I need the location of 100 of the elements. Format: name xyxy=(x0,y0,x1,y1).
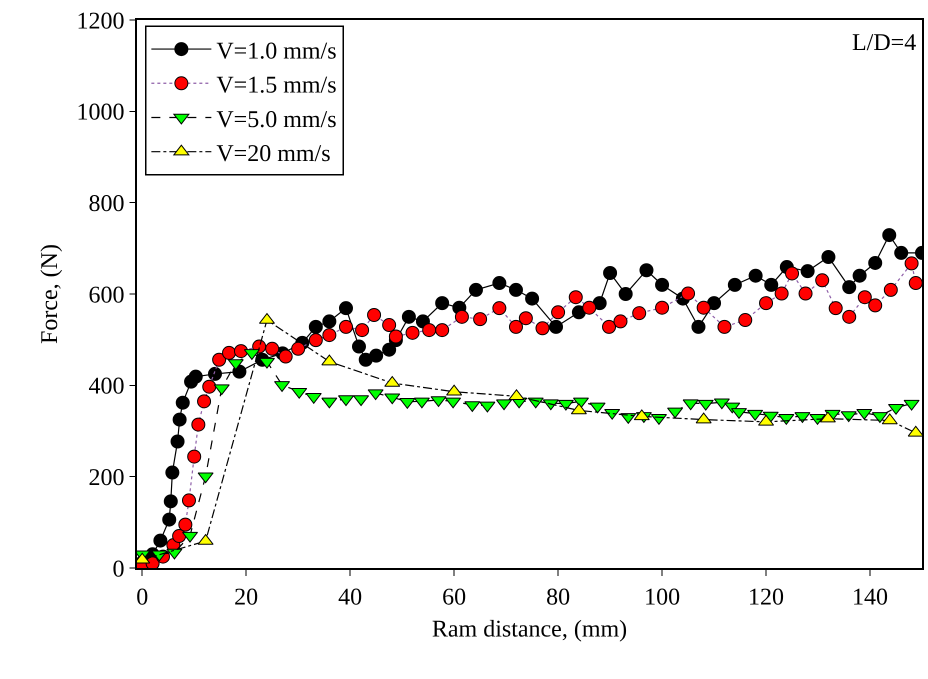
point xyxy=(182,493,196,508)
point xyxy=(234,344,248,358)
point xyxy=(473,312,488,326)
point xyxy=(618,287,633,301)
point xyxy=(454,310,469,324)
point xyxy=(882,228,896,242)
point xyxy=(728,278,742,292)
x-tick-label: 60 xyxy=(442,584,466,611)
point xyxy=(842,310,856,324)
y-tick-label: 1200 xyxy=(76,8,124,34)
point xyxy=(191,418,206,432)
point xyxy=(549,320,564,334)
x-tick-label: 140 xyxy=(852,584,888,611)
point xyxy=(759,296,774,310)
point xyxy=(691,320,706,334)
y-tick-label: 600 xyxy=(88,282,124,308)
point xyxy=(518,311,533,326)
point xyxy=(178,518,192,532)
point xyxy=(355,323,370,338)
point xyxy=(764,278,778,292)
point xyxy=(738,313,752,328)
point xyxy=(202,380,216,394)
point xyxy=(884,282,898,297)
legend-label: V=5.0 mm/s xyxy=(216,106,337,133)
point xyxy=(278,350,293,364)
annotation: L/D=4 xyxy=(852,30,916,56)
point xyxy=(322,328,336,342)
point xyxy=(603,266,618,280)
point xyxy=(592,296,607,310)
point xyxy=(508,282,523,297)
point xyxy=(308,320,323,334)
point xyxy=(815,273,830,288)
point xyxy=(800,264,815,278)
point xyxy=(681,286,696,301)
point xyxy=(904,256,919,270)
point xyxy=(322,314,336,328)
point xyxy=(369,348,384,363)
point xyxy=(435,323,450,338)
point xyxy=(176,396,190,410)
point xyxy=(655,278,670,292)
point xyxy=(582,300,596,315)
point xyxy=(435,296,450,310)
point xyxy=(602,320,616,334)
point xyxy=(388,329,403,344)
point xyxy=(842,280,856,294)
x-tick-label: 100 xyxy=(644,584,680,611)
point xyxy=(568,290,583,304)
point xyxy=(492,301,506,316)
y-axis-title: Force, (N) xyxy=(37,244,64,344)
point xyxy=(162,512,176,527)
point xyxy=(212,352,226,367)
y-tick-label: 800 xyxy=(88,191,124,218)
point xyxy=(382,318,396,332)
x-tick-label: 0 xyxy=(136,584,148,611)
point xyxy=(291,342,306,356)
point xyxy=(358,352,373,367)
point xyxy=(655,300,670,315)
point xyxy=(165,466,180,480)
point xyxy=(468,282,483,297)
point xyxy=(338,301,353,316)
point xyxy=(265,342,280,356)
point xyxy=(908,276,922,290)
y-tick-label: 1000 xyxy=(76,100,124,126)
point xyxy=(208,366,222,381)
point xyxy=(508,320,523,334)
point xyxy=(572,305,586,320)
legend-label: V=1.0 mm/s xyxy=(216,38,337,64)
point xyxy=(172,529,186,544)
point xyxy=(821,250,836,264)
point xyxy=(382,342,396,357)
point xyxy=(852,268,867,283)
point xyxy=(492,276,506,290)
point xyxy=(551,305,566,320)
point xyxy=(222,346,236,360)
point xyxy=(858,290,872,304)
point xyxy=(774,286,789,301)
point xyxy=(785,266,800,280)
point xyxy=(188,370,203,384)
y-tick-label: 0 xyxy=(112,556,124,582)
point xyxy=(422,323,436,338)
x-tick-label: 80 xyxy=(546,584,570,611)
y-tick-label: 200 xyxy=(88,465,124,492)
point xyxy=(868,298,882,312)
point xyxy=(352,340,366,354)
point xyxy=(707,296,722,310)
point xyxy=(338,320,353,334)
point xyxy=(632,306,646,320)
x-tick-label: 120 xyxy=(748,584,784,611)
point xyxy=(525,292,540,306)
point xyxy=(402,310,416,324)
point xyxy=(308,333,323,348)
point xyxy=(613,314,628,328)
point xyxy=(170,434,185,448)
point xyxy=(717,320,732,334)
legend-label: V=1.5 mm/s xyxy=(216,72,337,99)
point xyxy=(828,301,843,316)
point xyxy=(172,412,187,427)
point xyxy=(367,308,382,322)
point xyxy=(798,286,813,301)
point xyxy=(153,534,168,548)
